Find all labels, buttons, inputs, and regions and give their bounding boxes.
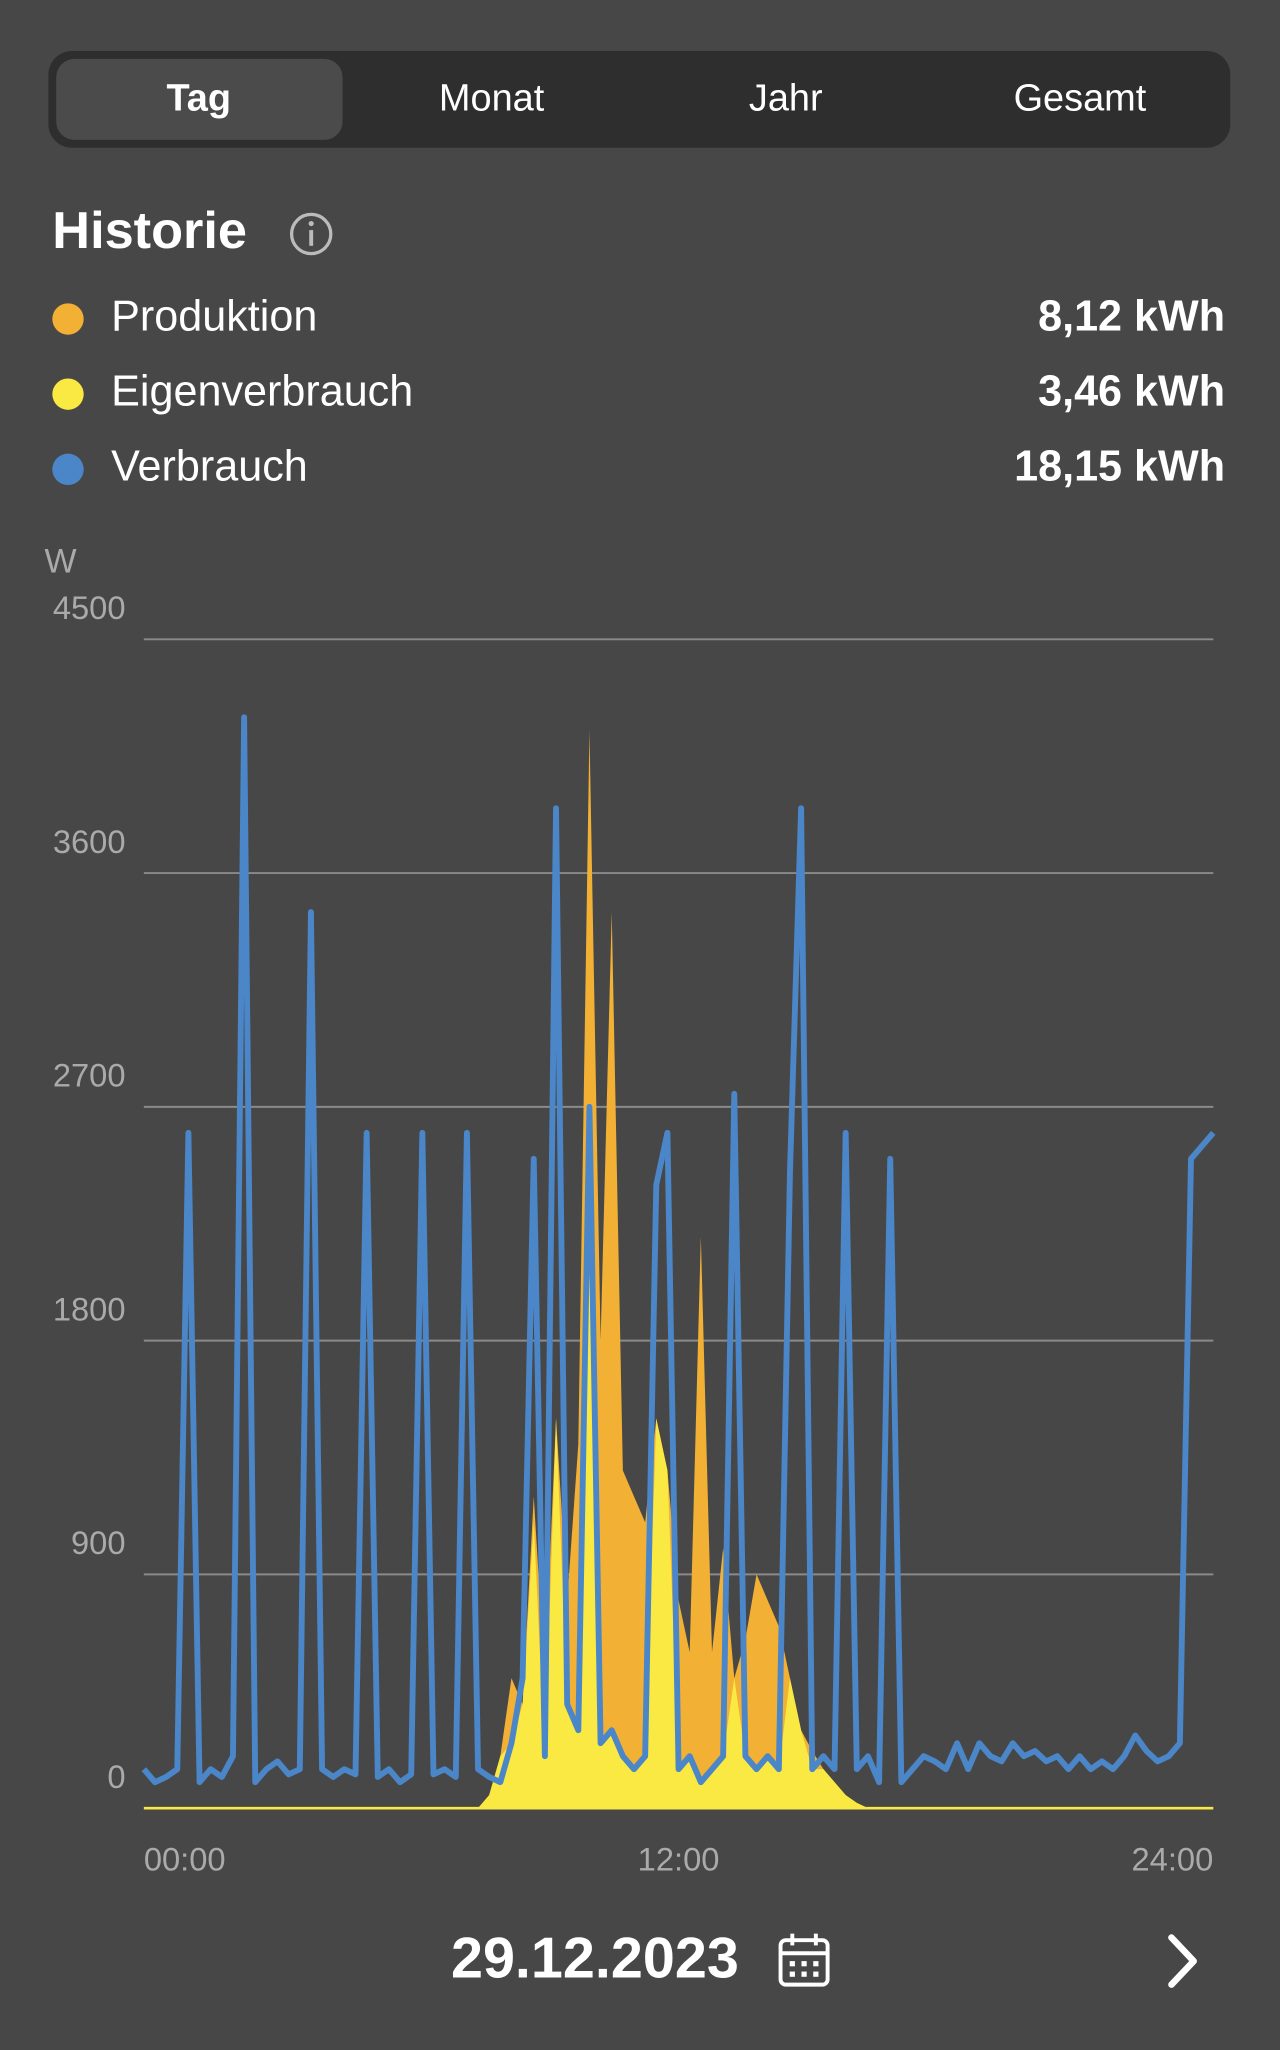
- date[interactable]: 29.12.2023: [451, 1927, 739, 1991]
- next-button[interactable]: [1168, 1934, 1197, 1988]
- y-tick-label: 4500: [53, 589, 126, 626]
- x-tick-label: 12:00: [638, 1840, 720, 1877]
- title: Historie: [52, 202, 247, 260]
- y-tick-label: 2700: [53, 1057, 126, 1094]
- legend-label: Verbrauch: [111, 443, 308, 491]
- legend-label: Produktion: [111, 292, 317, 340]
- y-tick-label: 3600: [53, 823, 126, 860]
- tab-label[interactable]: Gesamt: [1014, 78, 1147, 120]
- legend-total: 8,12 kWh: [1038, 292, 1225, 340]
- info-icon[interactable]: [289, 212, 333, 256]
- legend-label: Eigenverbrauch: [111, 368, 413, 416]
- y-tick-label: 900: [71, 1524, 126, 1561]
- y-tick-label: 1800: [53, 1290, 126, 1327]
- x-tick-label: 00:00: [144, 1840, 226, 1877]
- tab-label[interactable]: Tag: [166, 78, 231, 120]
- legend-dot: [52, 303, 84, 335]
- legend-total: 3,46 kWh: [1038, 368, 1225, 416]
- calendar-icon[interactable]: [778, 1933, 830, 1987]
- line: [141, 714, 1216, 1786]
- tab-selected: [56, 58, 343, 140]
- legend-dot: [52, 453, 84, 486]
- legend-total: 18,15 kWh: [1014, 443, 1225, 491]
- y-axis-label: W: [44, 542, 76, 580]
- legend-dot: [52, 378, 84, 410]
- tab-label[interactable]: Monat: [439, 78, 545, 120]
- x-tick-label: 24:00: [1132, 1840, 1214, 1877]
- tab-label[interactable]: Jahr: [749, 78, 823, 120]
- y-tick-label: 0: [107, 1758, 125, 1795]
- tab-bar: [48, 50, 1231, 148]
